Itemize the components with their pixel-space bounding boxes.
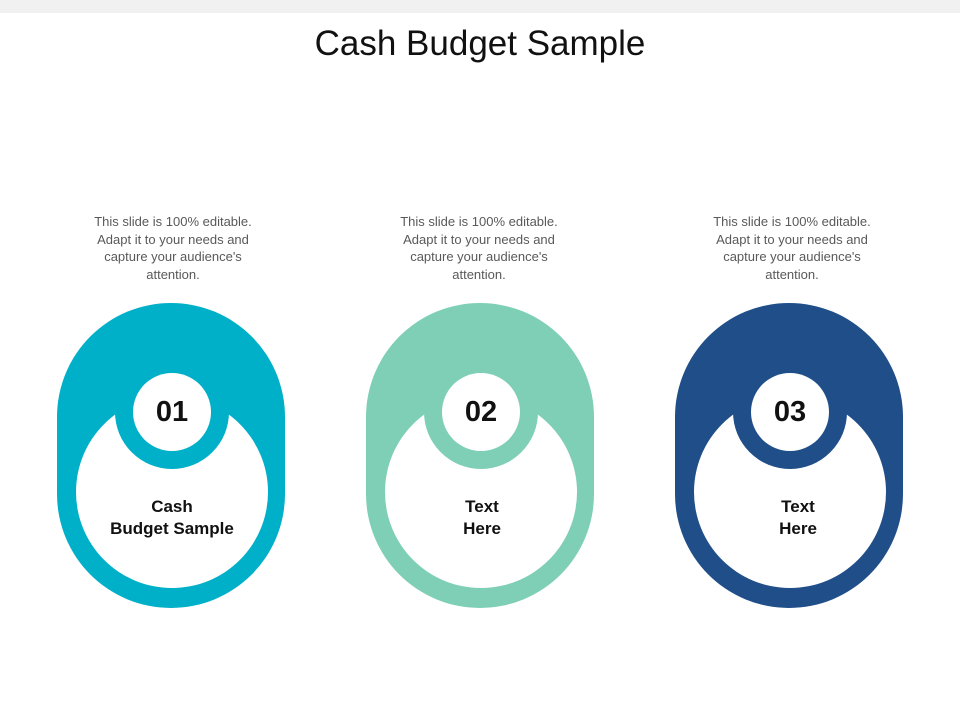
item-label-2-line2: Here (463, 519, 501, 538)
item-number-circle-2 (442, 373, 520, 451)
item-description-2: This slide is 100% editable. Adapt it to… (400, 214, 558, 282)
top-strip (0, 0, 960, 13)
item-label-3-line2: Here (779, 519, 817, 538)
item-number-circle-1 (133, 373, 211, 451)
item-label-2-line1: Text (465, 497, 499, 516)
item-description-3: This slide is 100% editable. Adapt it to… (713, 214, 871, 282)
item-description-1: This slide is 100% editable. Adapt it to… (94, 214, 252, 282)
item-number-1: 01 (155, 396, 189, 428)
item-inner-circle-1 (76, 396, 268, 588)
item-number-2: 02 (464, 396, 498, 428)
item-label-1-line1: Cash (151, 497, 193, 516)
item-label-3-line1: Text (781, 497, 815, 516)
item-number-circle-3 (751, 373, 829, 451)
page-title: Cash Budget Sample (314, 24, 646, 63)
item-inner-circle-3 (694, 396, 886, 588)
item-label-1-line2: Budget Sample (110, 519, 234, 538)
item-inner-circle-2 (385, 396, 577, 588)
item-number-3: 03 (773, 396, 807, 428)
